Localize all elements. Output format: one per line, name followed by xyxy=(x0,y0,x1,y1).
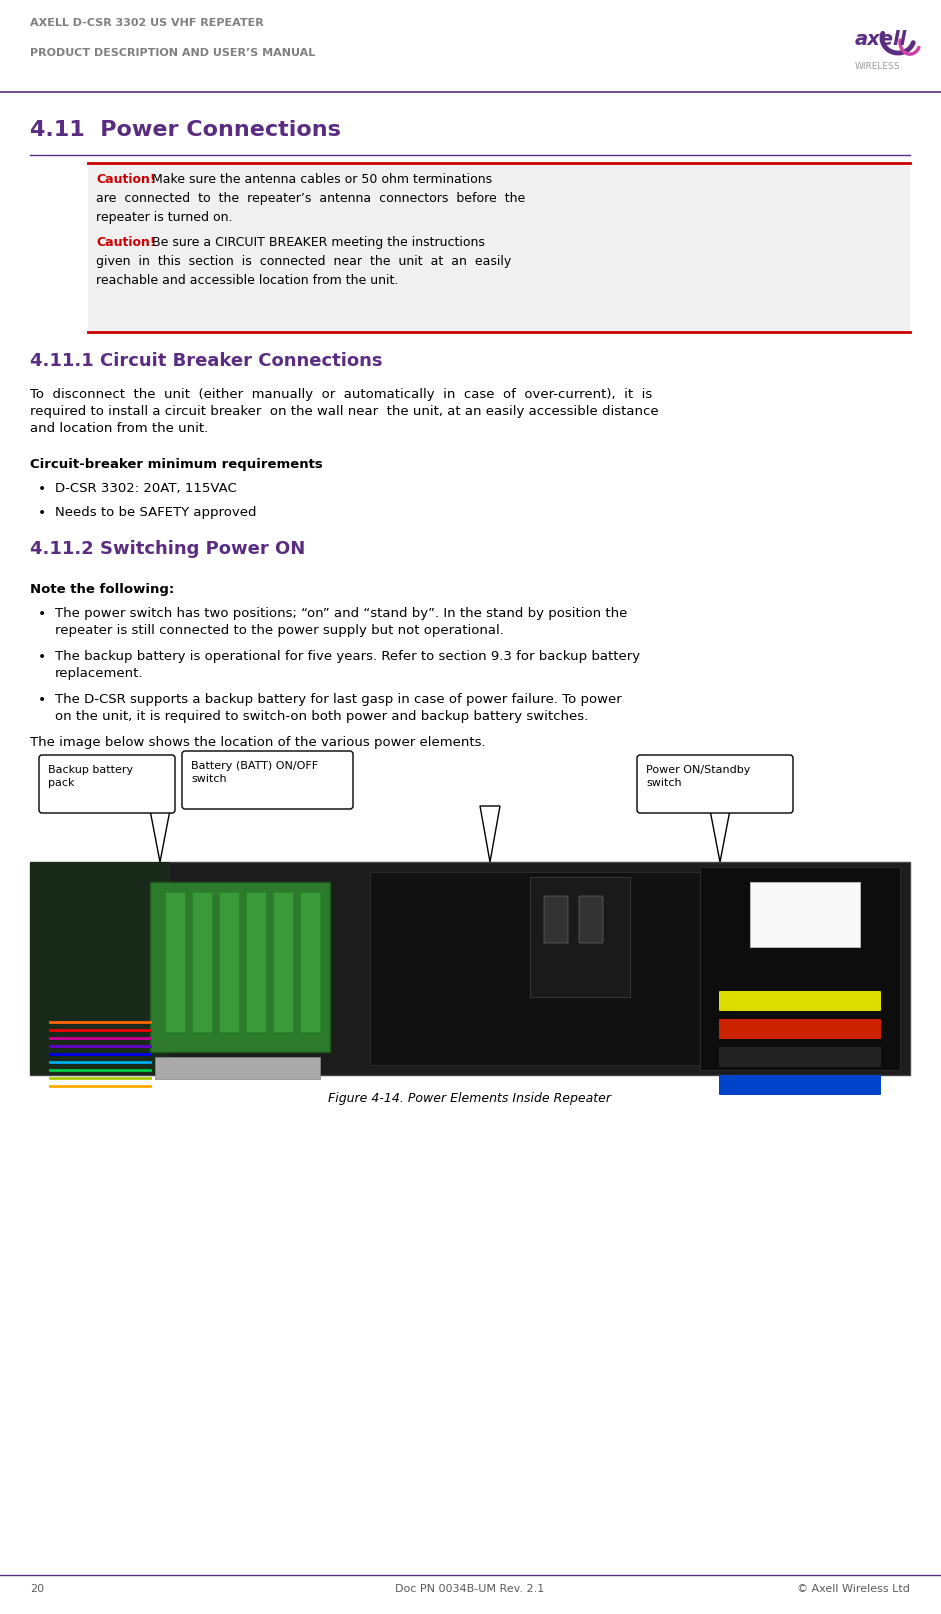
Text: repeater is still connected to the power supply but not operational.: repeater is still connected to the power… xyxy=(55,625,503,638)
FancyBboxPatch shape xyxy=(750,881,860,947)
Text: © Axell Wireless Ltd: © Axell Wireless Ltd xyxy=(797,1583,910,1595)
Text: O: O xyxy=(572,972,578,978)
Text: BATT: BATT xyxy=(535,880,552,886)
Text: 4.11.2 Switching Power ON: 4.11.2 Switching Power ON xyxy=(30,541,305,558)
Text: Needs to be SAFETY approved: Needs to be SAFETY approved xyxy=(55,507,257,520)
FancyBboxPatch shape xyxy=(150,881,330,1052)
FancyBboxPatch shape xyxy=(219,893,239,1031)
FancyBboxPatch shape xyxy=(165,893,185,1031)
Text: required to install a circuit breaker  on the wall near  the unit, at an easily : required to install a circuit breaker on… xyxy=(30,405,659,418)
Text: The D-CSR supports a backup battery for last gasp in case of power failure. To p: The D-CSR supports a backup battery for … xyxy=(55,692,622,705)
Text: 4.11  Power Connections: 4.11 Power Connections xyxy=(30,119,341,140)
Text: Make sure the antenna cables or 50 ohm terminations: Make sure the antenna cables or 50 ohm t… xyxy=(148,173,492,186)
FancyBboxPatch shape xyxy=(700,867,900,1070)
Text: •: • xyxy=(38,650,46,663)
Text: Circuit-breaker minimum requirements: Circuit-breaker minimum requirements xyxy=(30,458,323,471)
FancyBboxPatch shape xyxy=(155,1057,320,1080)
Text: 4.11.1 Circuit Breaker Connections: 4.11.1 Circuit Breaker Connections xyxy=(30,352,382,370)
Text: D-CSR 3302: 20AT, 115VAC: D-CSR 3302: 20AT, 115VAC xyxy=(55,483,237,495)
Text: Note the following:: Note the following: xyxy=(30,583,174,596)
FancyBboxPatch shape xyxy=(637,755,793,813)
FancyBboxPatch shape xyxy=(544,896,568,943)
FancyBboxPatch shape xyxy=(300,893,320,1031)
Text: The backup battery is operational for five years. Refer to section 9.3 for backu: The backup battery is operational for fi… xyxy=(55,650,640,663)
Text: Battery (BATT) ON/OFF
switch: Battery (BATT) ON/OFF switch xyxy=(191,760,318,784)
FancyBboxPatch shape xyxy=(719,1075,881,1094)
Text: Figure 4-14. Power Elements Inside Repeater: Figure 4-14. Power Elements Inside Repea… xyxy=(328,1093,612,1106)
FancyBboxPatch shape xyxy=(370,872,700,1065)
Text: AXELL D-CSR 3302 US VHF REPEATER: AXELL D-CSR 3302 US VHF REPEATER xyxy=(30,18,263,27)
Text: Power ON/Standby
switch: Power ON/Standby switch xyxy=(646,765,750,788)
Text: Backup battery
pack: Backup battery pack xyxy=(48,765,133,788)
FancyBboxPatch shape xyxy=(719,1018,881,1039)
Text: Doc PN 0034B-UM Rev. 2.1: Doc PN 0034B-UM Rev. 2.1 xyxy=(395,1583,545,1595)
Polygon shape xyxy=(710,810,730,862)
Text: The image below shows the location of the various power elements.: The image below shows the location of th… xyxy=(30,736,486,749)
Text: •: • xyxy=(38,483,46,495)
Text: 230V  4A  50Hz: 230V 4A 50Hz xyxy=(755,886,809,893)
Text: repeater is turned on.: repeater is turned on. xyxy=(96,211,232,224)
FancyBboxPatch shape xyxy=(39,755,175,813)
FancyBboxPatch shape xyxy=(579,896,603,943)
FancyBboxPatch shape xyxy=(182,751,353,809)
FancyBboxPatch shape xyxy=(30,862,910,1075)
Text: are  connected  to  the  repeater’s  antenna  connectors  before  the: are connected to the repeater’s antenna … xyxy=(96,192,525,205)
FancyBboxPatch shape xyxy=(88,163,910,332)
FancyBboxPatch shape xyxy=(192,893,212,1031)
Text: •: • xyxy=(38,507,46,520)
Text: axell: axell xyxy=(855,31,907,48)
Text: Caution!: Caution! xyxy=(96,236,155,249)
Text: •: • xyxy=(38,607,46,621)
Text: 0: 0 xyxy=(537,970,542,980)
FancyBboxPatch shape xyxy=(30,862,170,1075)
Polygon shape xyxy=(480,805,500,862)
Text: I: I xyxy=(572,957,575,967)
FancyBboxPatch shape xyxy=(719,991,881,1010)
Text: given  in  this  section  is  connected  near  the  unit  at  an  easily: given in this section is connected near … xyxy=(96,255,511,268)
Polygon shape xyxy=(150,810,170,862)
Text: Caution!: Caution! xyxy=(96,173,155,186)
FancyBboxPatch shape xyxy=(530,876,630,997)
Text: WIRELESS: WIRELESS xyxy=(855,61,901,71)
Text: I: I xyxy=(537,957,539,967)
Text: To  disconnect  the  unit  (either  manually  or  automatically  in  case  of  o: To disconnect the unit (either manually … xyxy=(30,387,652,400)
FancyBboxPatch shape xyxy=(719,1047,881,1067)
Text: on the unit, it is required to switch-on both power and backup battery switches.: on the unit, it is required to switch-on… xyxy=(55,710,588,723)
Text: L    ○  N: L ○ N xyxy=(760,912,803,922)
FancyBboxPatch shape xyxy=(246,893,266,1031)
Text: reachable and accessible location from the unit.: reachable and accessible location from t… xyxy=(96,274,398,287)
Text: Be sure a CIRCUIT BREAKER meeting the instructions: Be sure a CIRCUIT BREAKER meeting the in… xyxy=(148,236,485,249)
Text: replacement.: replacement. xyxy=(55,667,143,679)
Text: •: • xyxy=(38,692,46,707)
Text: 20: 20 xyxy=(30,1583,44,1595)
Text: PRODUCT DESCRIPTION AND USER’S MANUAL: PRODUCT DESCRIPTION AND USER’S MANUAL xyxy=(30,48,315,58)
Text: The power switch has two positions; “on” and “stand by”. In the stand by positio: The power switch has two positions; “on”… xyxy=(55,607,628,620)
Text: and location from the unit.: and location from the unit. xyxy=(30,421,208,436)
FancyBboxPatch shape xyxy=(273,893,293,1031)
